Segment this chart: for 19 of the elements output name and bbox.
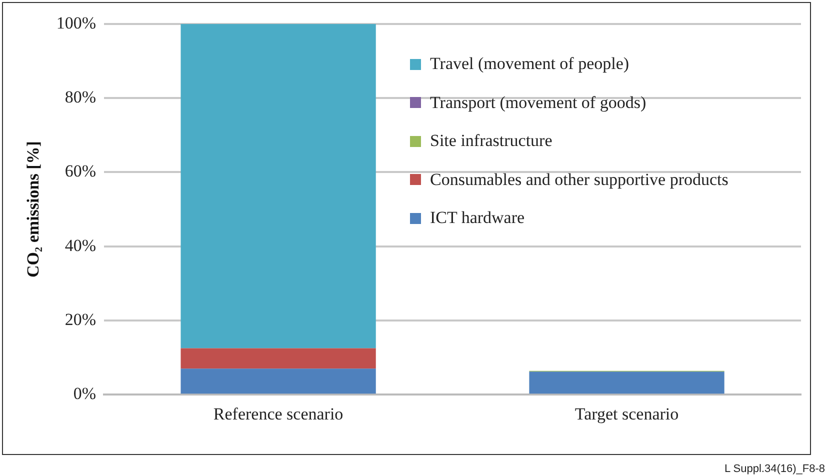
bar (180, 368, 376, 394)
y-tick-label: 80% (64, 88, 96, 107)
y-tick-label: 40% (64, 236, 96, 255)
legend-label: ICT hardware (430, 208, 525, 228)
bar (529, 372, 724, 394)
legend-label: Travel (movement of people) (430, 54, 630, 74)
text: L Suppl.34(16)_F8-8 (724, 463, 825, 475)
bar (180, 24, 376, 348)
legend-label: Transport (movement of goods) (430, 92, 646, 112)
y-tick-label: 100% (56, 13, 96, 32)
legend-label: Site infrastructure (430, 131, 552, 151)
y-tick-label: 60% (64, 162, 96, 181)
y-axis-title: CO₂ emissions [%] (24, 141, 43, 278)
bar (180, 348, 376, 369)
x-tick-label: Target scenario (574, 404, 679, 424)
y-tick-label: 0% (73, 384, 96, 404)
x-tick-label: Reference scenario (213, 404, 344, 424)
legend-label: Consumables and other supportive products (430, 170, 728, 190)
y-tick-label: 20% (64, 310, 96, 329)
